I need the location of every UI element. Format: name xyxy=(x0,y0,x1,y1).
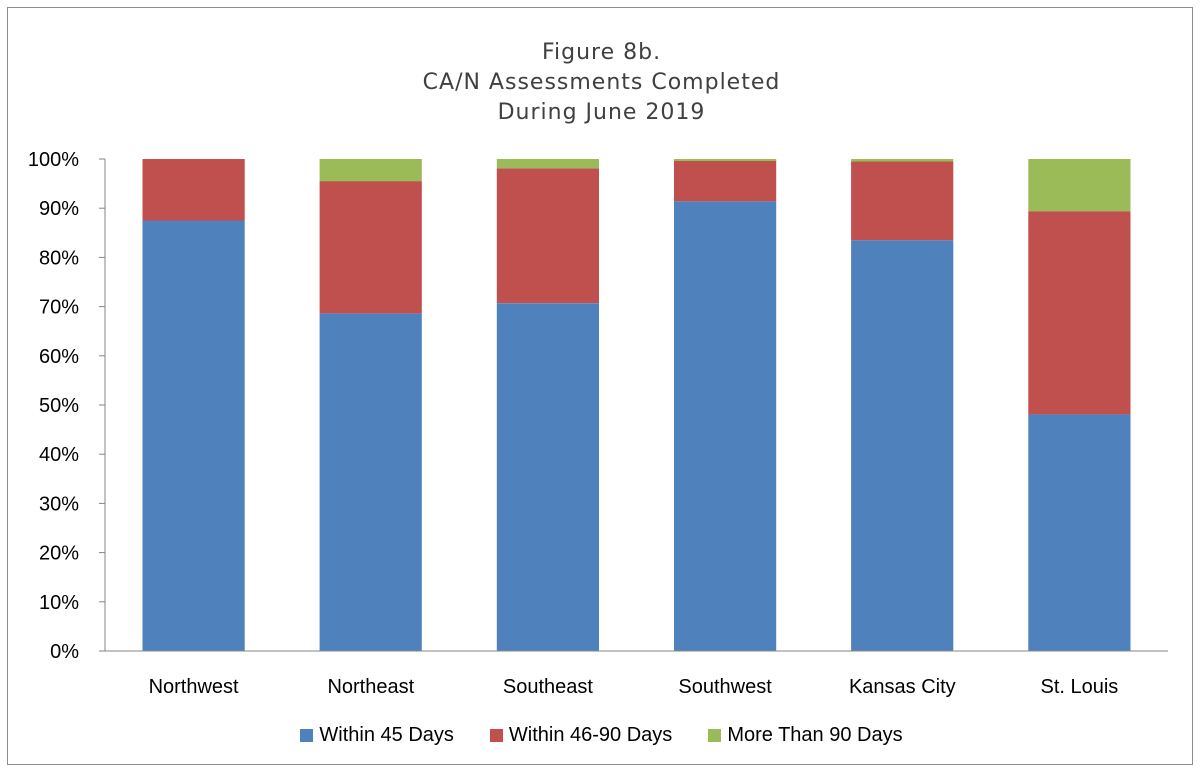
x-tick-label: Southwest xyxy=(678,676,772,698)
bar-segment-northeast-s2 xyxy=(319,159,422,182)
legend-swatch-within-45 xyxy=(300,729,314,742)
bar-segment-st-louis-s1 xyxy=(1028,211,1131,415)
bar-segment-kansas-city-s2 xyxy=(851,159,954,162)
y-tick-label: 40% xyxy=(39,444,79,466)
y-tick-label: 20% xyxy=(39,543,79,565)
y-tick-label: 10% xyxy=(39,592,79,614)
bar-segment-southeast-s1 xyxy=(496,168,599,304)
x-tick-label: Northeast xyxy=(327,676,414,698)
bar-segment-southeast-s2 xyxy=(496,159,599,169)
bar-segment-northwest-s0 xyxy=(142,220,245,651)
bar-segment-northeast-s1 xyxy=(319,181,422,314)
x-tick-label: St. Louis xyxy=(1040,676,1118,698)
legend-swatch-within-46-90 xyxy=(489,729,503,742)
bar-segment-st-louis-s2 xyxy=(1028,159,1131,212)
bar-segment-northwest-s1 xyxy=(142,159,245,221)
legend-label-more-than-90: More Than 90 Days xyxy=(727,724,903,746)
bar-segment-southwest-s0 xyxy=(674,201,777,652)
y-tick-label: 50% xyxy=(39,395,79,417)
bar-segment-kansas-city-s1 xyxy=(851,161,954,241)
bar-segment-southeast-s0 xyxy=(496,303,599,651)
legend-item-more-than-90: More Than 90 Days xyxy=(708,724,903,747)
bar-segment-northeast-s0 xyxy=(319,313,422,651)
y-tick-label: 70% xyxy=(39,297,79,319)
x-tick-label: Southeast xyxy=(503,676,594,698)
legend-swatch-more-than-90 xyxy=(708,729,722,742)
y-tick-label: 90% xyxy=(39,198,79,220)
legend-item-within-46-90: Within 46-90 Days xyxy=(489,724,673,747)
y-tick-label: 80% xyxy=(39,247,79,269)
bar-segment-southwest-s1 xyxy=(674,161,777,202)
legend-label-within-45: Within 45 Days xyxy=(319,724,454,746)
title-line-1: Figure 8b. xyxy=(541,40,662,65)
chart-legend: Within 45 Days Within 46-90 Days More Th… xyxy=(0,724,1203,747)
legend-item-within-45: Within 45 Days xyxy=(300,724,454,747)
legend-label-within-46-90: Within 46-90 Days xyxy=(508,724,673,746)
title-line-3: During June 2019 xyxy=(497,100,706,125)
y-tick-label: 100% xyxy=(28,149,79,171)
x-tick-label: Northwest xyxy=(149,676,239,698)
y-tick-label: 60% xyxy=(39,346,79,368)
y-tick-label: 30% xyxy=(39,493,79,515)
title-line-2: CA/N Assessments Completed xyxy=(422,70,781,95)
x-tick-label: Kansas City xyxy=(849,676,956,698)
bar-segment-southwest-s2 xyxy=(674,159,777,161)
chart-title: Figure 8b. CA/N Assessments Completed Du… xyxy=(0,38,1203,128)
y-tick-label: 0% xyxy=(50,641,79,663)
bar-segment-st-louis-s0 xyxy=(1028,414,1131,651)
bar-segment-kansas-city-s0 xyxy=(851,240,954,651)
